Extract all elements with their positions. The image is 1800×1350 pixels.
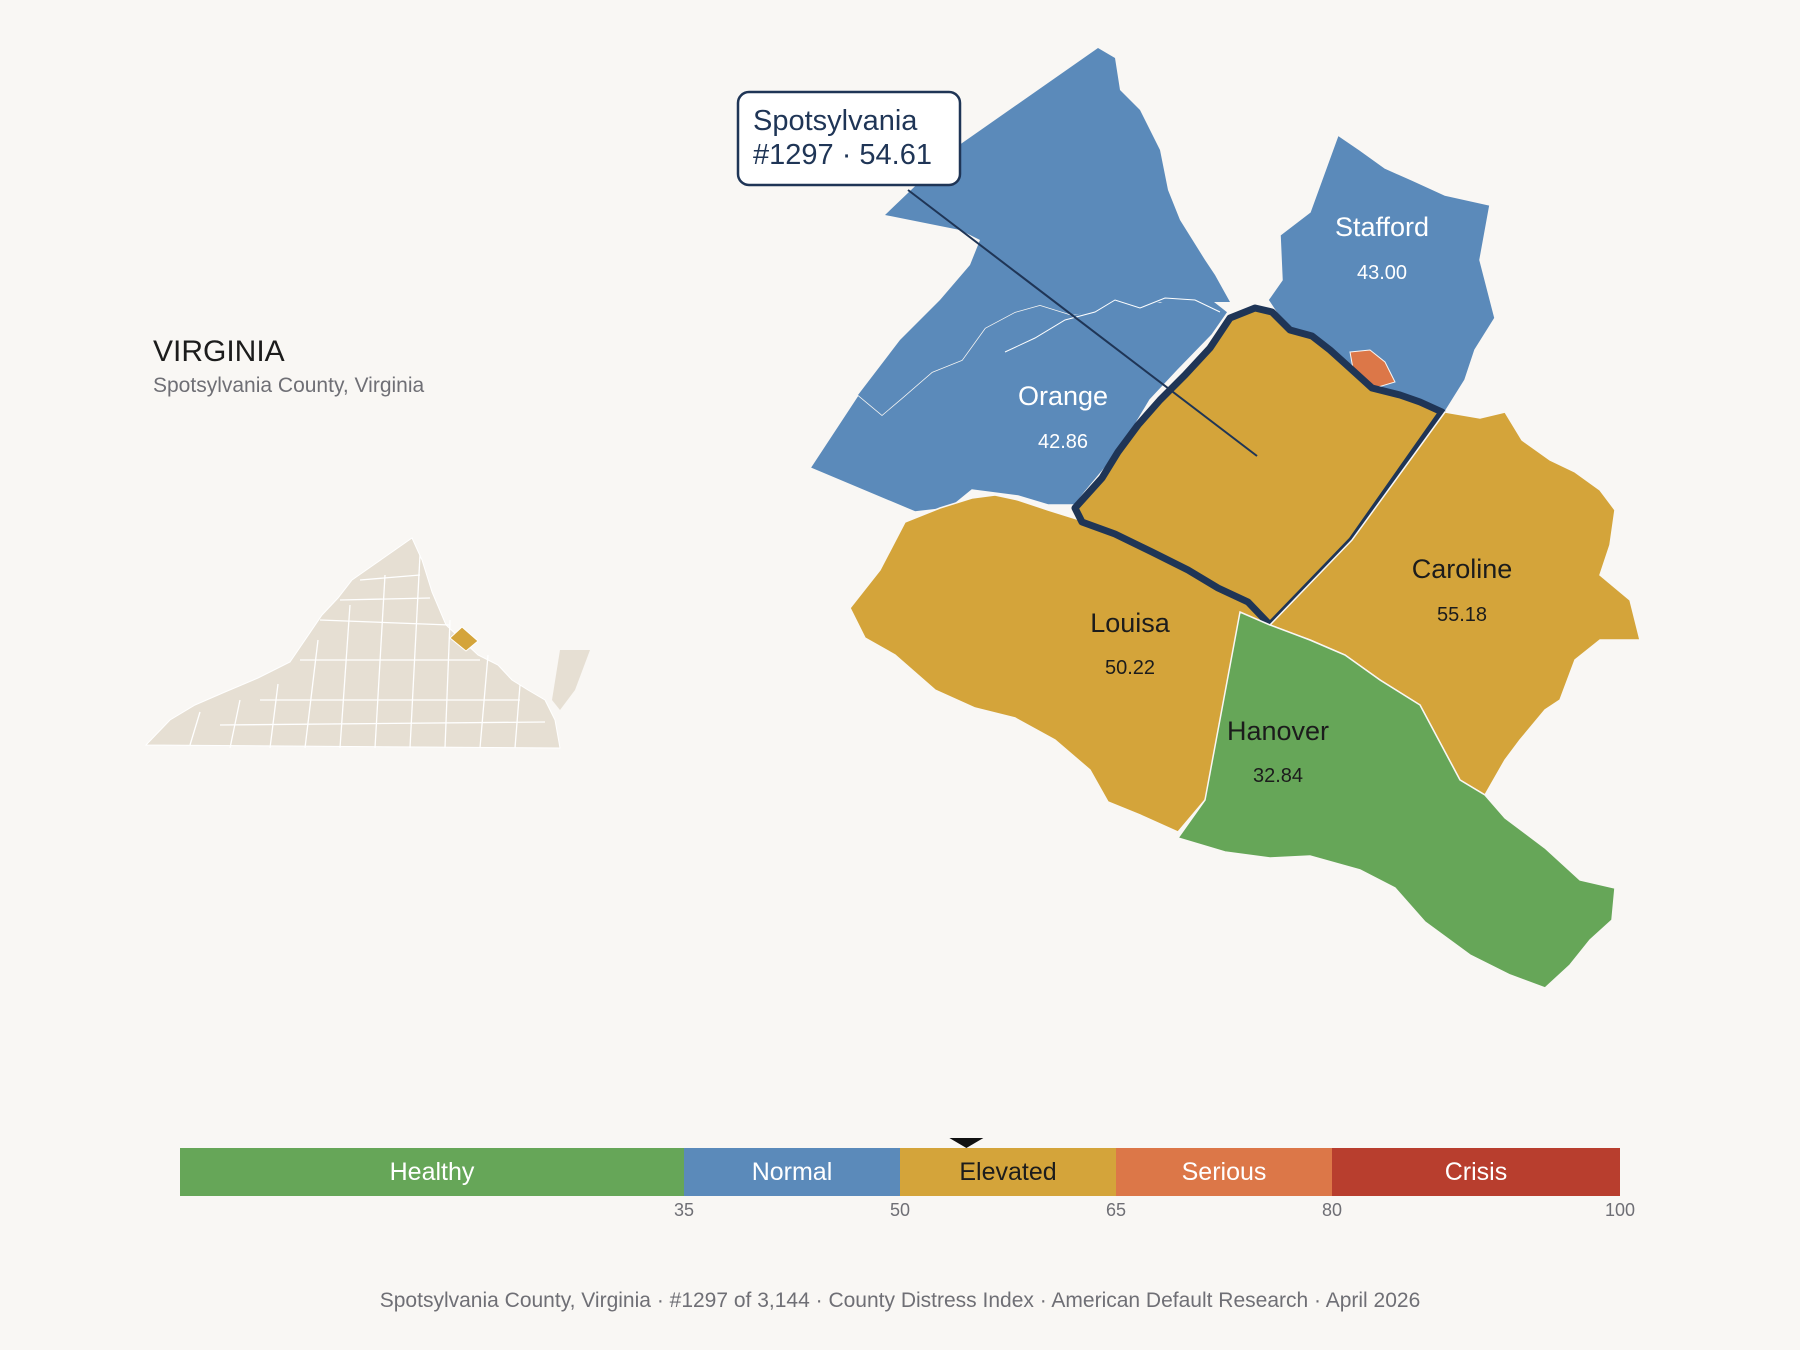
scale-marker: [949, 1138, 984, 1148]
scale-band-label-serious: Serious: [1182, 1158, 1267, 1186]
scale-band-label-normal: Normal: [752, 1158, 833, 1186]
footer-source: American Default Research: [1051, 1289, 1308, 1312]
county-label-orange: Orange: [1018, 381, 1108, 411]
county-score-stafford: 43.00: [1357, 262, 1407, 284]
scale-band-serious: [1116, 1148, 1332, 1196]
scale-tick-label: 35: [674, 1200, 694, 1220]
county-label-stafford: Stafford: [1335, 212, 1429, 242]
scale-tick-label: 65: [1106, 1200, 1126, 1220]
footer-index: County Distress Index: [828, 1289, 1034, 1312]
footer-location: Spotsylvania County, Virginia: [380, 1289, 652, 1312]
scale-band-healthy: [180, 1148, 684, 1196]
footer-sep-1: ·: [657, 1289, 670, 1312]
county-hanover[interactable]: [1176, 610, 1616, 989]
county-label-caroline: Caroline: [1412, 554, 1513, 584]
callout-tooltip: Spotsylvania #1297 · 54.61: [736, 90, 962, 187]
footer-sep-3: ·: [1040, 1289, 1052, 1312]
distress-scale: Healthy Normal Elevated Serious Crisis 35 50 6…: [180, 1138, 1635, 1220]
virginia-eastern-shore: [552, 650, 590, 710]
footer-sep-4: ·: [1314, 1289, 1326, 1312]
inset-county-borders: [189, 554, 546, 749]
scale-tick-label: 80: [1322, 1200, 1342, 1220]
state-subtitle: Spotsylvania County, Virginia: [153, 374, 425, 397]
county-spotsylvania[interactable]: [1071, 304, 1446, 629]
footer-sep-2: ·: [816, 1289, 829, 1312]
footer-date: April 2026: [1326, 1289, 1421, 1312]
scale-band-label-healthy: Healthy: [390, 1158, 475, 1186]
footer-credit: Spotsylvania County, Virginia · #1297 of…: [380, 1289, 1421, 1312]
scale-band-normal: [684, 1148, 900, 1196]
virginia-outline: [144, 537, 561, 749]
scale-tick-label: 100: [1605, 1200, 1635, 1220]
scale-band-label-crisis: Crisis: [1445, 1158, 1508, 1186]
scale-band-crisis: [1332, 1148, 1620, 1196]
callout-rank-value: #1297 · 54.61: [753, 139, 932, 171]
county-score-hanover: 32.84: [1253, 765, 1303, 787]
footer-rank: #1297 of 3,144: [670, 1289, 810, 1312]
scale-band-label-elevated: Elevated: [959, 1158, 1056, 1186]
callout-county-name: Spotsylvania: [753, 105, 918, 137]
county-score-orange: 42.86: [1038, 431, 1088, 453]
state-title: VIRGINIA: [153, 335, 285, 368]
county-orange-north[interactable]: [858, 48, 1230, 415]
callout-leader-line: [907, 189, 1258, 457]
scale-tick-label: 50: [890, 1200, 910, 1220]
county-map: Orange 42.86 Stafford 43.00 Louisa 50.22…: [736, 48, 1641, 989]
county-label-hanover: Hanover: [1227, 716, 1329, 746]
virginia-inset-map: [144, 537, 590, 749]
county-label-louisa: Louisa: [1090, 608, 1171, 638]
inset-selected-county: [449, 626, 479, 652]
scale-band-elevated: [900, 1148, 1116, 1196]
county-score-louisa: 50.22: [1105, 657, 1155, 679]
county-score-caroline: 55.18: [1437, 604, 1487, 626]
orange-inner-border: [1004, 297, 1221, 353]
